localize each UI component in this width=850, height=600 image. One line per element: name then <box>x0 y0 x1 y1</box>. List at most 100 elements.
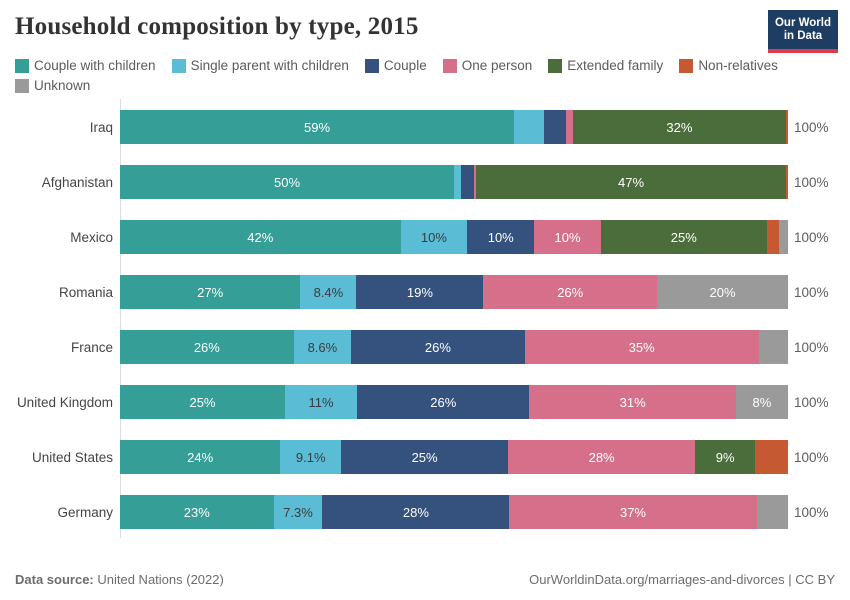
bar-segment[interactable]: 25% <box>600 220 767 254</box>
bar-segment[interactable] <box>544 110 567 144</box>
bar-segment[interactable] <box>566 110 573 144</box>
legend-item[interactable]: Couple with children <box>15 58 156 74</box>
bar-segment[interactable] <box>785 165 788 199</box>
bar-segment[interactable]: 26% <box>120 330 294 364</box>
bar-segment[interactable]: 26% <box>351 330 525 364</box>
segment-value-label: 8.4% <box>313 284 344 300</box>
bar-segment[interactable]: 50% <box>120 165 454 199</box>
bar-segment[interactable]: 25% <box>341 440 509 474</box>
total-label: 100% <box>794 174 829 190</box>
legend-swatch <box>171 59 186 73</box>
segment-value-label: 24% <box>187 449 214 465</box>
segment-value-label: 31% <box>619 394 646 410</box>
bar-segment[interactable]: 59% <box>120 110 515 144</box>
segment-value-label: 11% <box>308 394 334 410</box>
legend-item-label: Couple with children <box>34 58 156 73</box>
segment-value-label: 27% <box>197 284 224 300</box>
bar-segment[interactable] <box>778 220 788 254</box>
stacked-bar: 42% 10% 10% 10% 25% <box>120 220 788 254</box>
country-label: France <box>70 339 113 355</box>
bar-segment[interactable] <box>474 165 477 199</box>
chart-row: Afghanistan 50% 47% 100% <box>15 165 850 199</box>
stacked-bar: 50% 47% <box>120 165 788 199</box>
bar-segment[interactable]: 8.4% <box>300 275 357 309</box>
bar-segment[interactable] <box>758 330 788 364</box>
segment-value-label: 8.6% <box>307 339 338 355</box>
bar-segment[interactable]: 11% <box>284 385 358 419</box>
segment-value-label: 9.1% <box>295 449 326 465</box>
stacked-bar: 23% 7.3% 28% 37% <box>120 495 788 529</box>
bar-segment[interactable] <box>785 110 788 144</box>
segment-value-label: 7.3% <box>283 504 313 520</box>
segment-value-label: 25% <box>411 449 438 465</box>
bar-segment[interactable]: 35% <box>524 330 759 364</box>
bar-segment[interactable] <box>755 440 788 474</box>
chart-row: Germany 23% 7.3% 28% 37% 100% <box>15 495 850 529</box>
legend-swatch <box>679 59 694 73</box>
bar-segment[interactable]: 37% <box>509 495 757 529</box>
bar-segment[interactable]: 27% <box>120 275 301 309</box>
legend-item[interactable]: Couple <box>364 58 427 74</box>
bar-segment[interactable]: 19% <box>356 275 484 309</box>
bar-segment[interactable]: 23% <box>120 495 274 529</box>
legend-swatch <box>548 59 563 73</box>
bar-segment[interactable]: 10% <box>534 220 601 254</box>
bar-segment[interactable]: 20% <box>657 275 788 309</box>
segment-value-label: 26% <box>557 284 584 300</box>
country-label: Mexico <box>70 229 113 245</box>
bar-segment[interactable]: 42% <box>120 220 401 254</box>
data-source-label: Data source: <box>15 572 94 587</box>
country-label: United Kingdom <box>16 394 113 410</box>
legend-item[interactable]: Extended family <box>548 58 663 74</box>
legend-item[interactable]: Unknown <box>15 78 90 94</box>
bar-segment[interactable]: 28% <box>322 495 510 529</box>
legend-swatch <box>442 59 457 73</box>
total-label: 100% <box>794 119 829 135</box>
chart-row: Mexico 42% 10% 10% 10% 25% 100% <box>15 220 850 254</box>
bar-segment[interactable]: 31% <box>529 385 736 419</box>
bar-segment[interactable]: 32% <box>572 110 786 144</box>
segment-value-label: 26% <box>430 394 457 410</box>
bar-segment[interactable]: 28% <box>508 440 696 474</box>
bar-segment[interactable] <box>766 220 779 254</box>
segment-value-label: 10% <box>554 229 581 245</box>
bar-segment[interactable] <box>514 110 545 144</box>
bar-segment[interactable]: 7.3% <box>273 495 323 529</box>
bar-segment[interactable]: 24% <box>120 440 281 474</box>
bar-segment[interactable]: 26% <box>483 275 658 309</box>
owid-logo-line1: Our World <box>774 17 831 29</box>
bar-segment[interactable]: 10% <box>400 220 468 254</box>
legend-item[interactable]: Single parent with children <box>171 58 349 74</box>
bar-segment[interactable] <box>460 165 475 199</box>
bar-segment[interactable]: 26% <box>357 385 530 419</box>
bar-segment[interactable]: 9.1% <box>280 440 342 474</box>
legend-item[interactable]: Non-relatives <box>679 58 778 74</box>
bar-segment[interactable] <box>756 495 788 529</box>
bar-segment[interactable]: 8% <box>735 385 788 419</box>
bar-segment[interactable]: 47% <box>476 165 786 199</box>
chart-row: Iraq 59% 32% 100% <box>15 110 850 144</box>
segment-value-label: 20% <box>709 284 736 300</box>
segment-value-label: 32% <box>666 119 693 135</box>
stacked-bar: 27% 8.4% 19% 26% 20% <box>120 275 788 309</box>
legend-swatch <box>15 59 29 73</box>
segment-value-label: 28% <box>588 449 615 465</box>
total-label: 100% <box>794 394 829 410</box>
segment-value-label: 9% <box>715 449 735 465</box>
bar-segment[interactable]: 25% <box>120 385 285 419</box>
data-source-value: United Nations (2022) <box>93 572 224 587</box>
legend-item-label: Couple <box>383 58 427 73</box>
bar-segment[interactable]: 10% <box>467 220 535 254</box>
stacked-bar: 25% 11% 26% 31% 8% <box>120 385 788 419</box>
bar-segment[interactable] <box>454 165 461 199</box>
segment-value-label: 59% <box>304 119 331 135</box>
bar-segment[interactable]: 9% <box>695 440 756 474</box>
chart-row: France 26% 8.6% 26% 35% 100% <box>15 330 850 364</box>
country-label: Germany <box>57 504 113 520</box>
bar-segment[interactable]: 8.6% <box>293 330 352 364</box>
legend-item[interactable]: One person <box>442 58 532 74</box>
credit-link[interactable]: OurWorldinData.org/marriages-and-divorce… <box>529 572 835 587</box>
total-label: 100% <box>794 229 829 245</box>
total-label: 100% <box>794 339 829 355</box>
